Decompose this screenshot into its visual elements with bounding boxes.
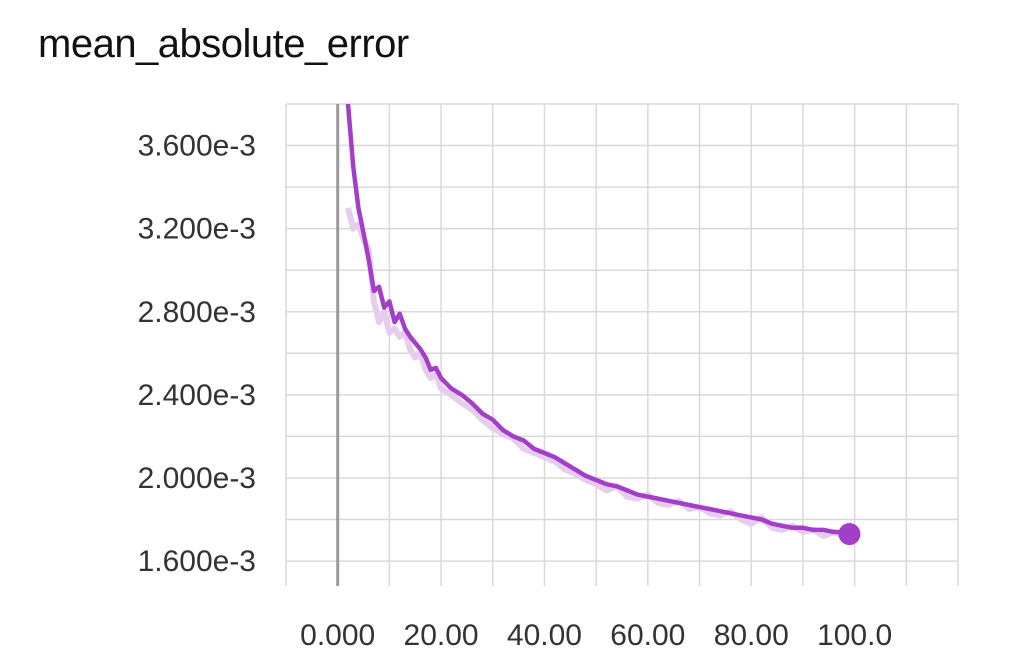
x-tick-label: 60.00 [610, 619, 685, 652]
smoothed-series-layer [345, 103, 861, 546]
y-tick-label: 3.600e-3 [138, 130, 256, 163]
grid [285, 103, 959, 586]
y-tick-label: 2.000e-3 [138, 462, 256, 495]
y-tick-label: 1.600e-3 [138, 545, 256, 578]
x-axis-ticks: 0.000 20.00 40.00 60.00 80.00 100.0 [300, 619, 892, 652]
smoothed-data-line [345, 103, 851, 537]
chart-title: mean_absolute_error [38, 22, 409, 66]
y-axis-ticks: 1.600e-3 2.000e-3 2.400e-3 2.800e-3 3.200e-3… [138, 130, 256, 579]
raw-series-layer [345, 207, 850, 540]
last-point-marker [838, 523, 861, 546]
y-tick-label: 2.800e-3 [138, 296, 256, 329]
x-tick-label: 20.00 [404, 619, 479, 652]
y-tick-label: 2.400e-3 [138, 379, 256, 412]
y-tick-label: 3.200e-3 [138, 213, 256, 246]
x-tick-label: 0.000 [300, 619, 375, 652]
raw-data-line [345, 207, 850, 540]
x-tick-label: 40.00 [507, 619, 582, 652]
x-tick-label: 100.0 [817, 619, 892, 652]
x-tick-label: 80.00 [714, 619, 789, 652]
